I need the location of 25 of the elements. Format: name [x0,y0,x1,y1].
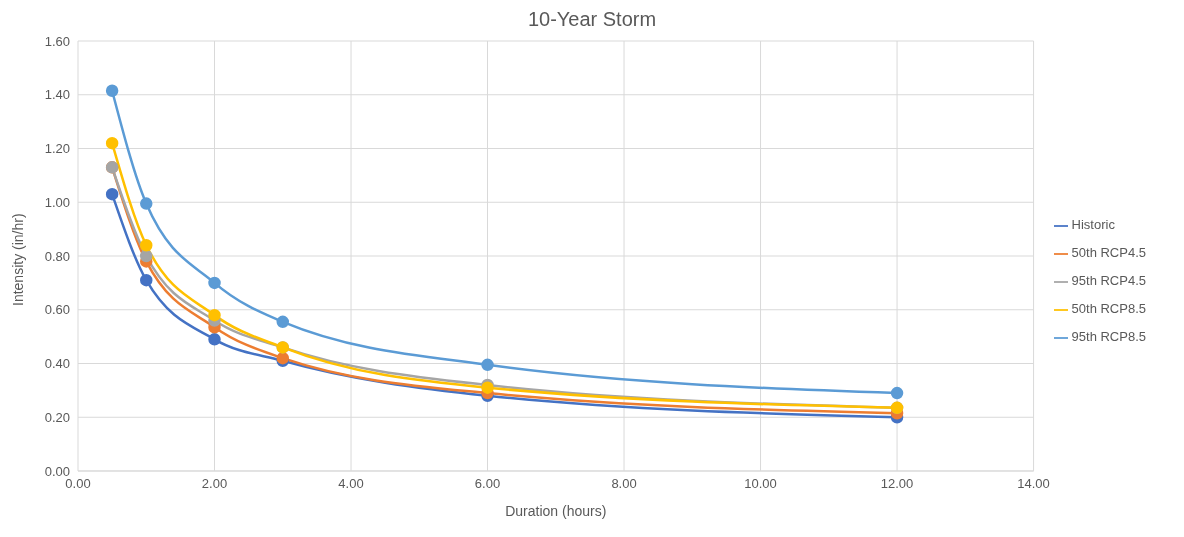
legend-label: 95th RCP4.5 [1071,273,1146,288]
x-tick-label: 10.00 [744,476,777,492]
legend-label: Historic [1071,217,1115,232]
y-tick-label: 1.40 [44,87,70,103]
x-tick-label: 6.00 [474,476,501,492]
chart-title: 10-Year Storm [526,8,658,31]
x-tick-label: 8.00 [611,476,637,492]
y-tick-label: 0.60 [44,302,70,318]
x-axis-title: Duration (hours) [505,503,607,519]
y-tick-label: 0.40 [44,356,70,372]
legend-label: 50th RCP4.5 [1071,245,1146,260]
legend-label: 95th RCP8.5 [1071,329,1146,344]
x-tick-label: 12.00 [880,476,914,492]
y-tick-label: 0.20 [44,409,70,425]
x-tick-label: 2.00 [201,476,228,492]
y-axis-title: Intensity (in/hr) [9,213,26,306]
y-tick-label: 1.20 [44,141,70,157]
y-tick-label: 0.00 [44,463,70,479]
x-tick-label: 14.00 [1017,476,1050,492]
y-tick-label: 1.60 [44,33,70,49]
y-tick-label: 1.00 [44,194,70,210]
legend-label: 50th RCP8.5 [1071,301,1146,316]
x-tick-label: 0.00 [65,476,91,492]
y-tick-label: 0.80 [44,248,70,264]
x-tick-label: 4.00 [338,476,364,492]
